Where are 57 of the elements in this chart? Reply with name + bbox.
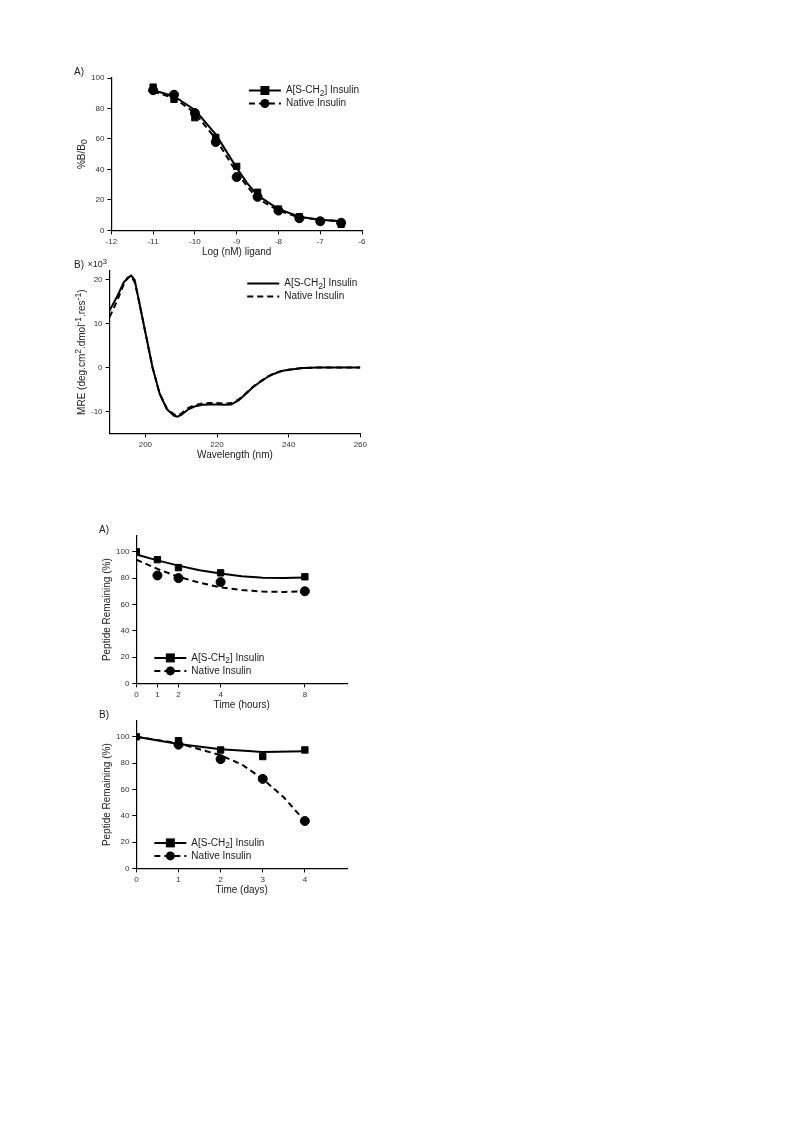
- x-tick-label: -6: [358, 237, 367, 247]
- y-tick-label: 60: [120, 599, 130, 609]
- x-tick-label: -12: [105, 237, 118, 247]
- y-tick-label: 10: [93, 318, 104, 328]
- y-axis-title: Peptide Remaining (%): [100, 743, 112, 847]
- y-tick-label: 80: [120, 573, 130, 583]
- legend-label: Native Insulin: [285, 97, 346, 109]
- x-axis-title: Time (hours): [213, 698, 270, 710]
- chart-title: A): [99, 523, 109, 535]
- y-tick-label: 80: [95, 103, 105, 113]
- y-tick-label: 100: [115, 732, 130, 741]
- x-tick-label: -9: [233, 237, 241, 247]
- x-tick-label: 4: [302, 875, 308, 885]
- legend-label: Native Insulin: [191, 664, 252, 676]
- x-tick-label: 3: [260, 875, 266, 885]
- y-tick-label: 20: [120, 652, 130, 662]
- x-tick-label: 200: [138, 440, 153, 450]
- y-tick-label: 80: [120, 758, 130, 768]
- chart-title: B): [74, 258, 84, 270]
- y-tick-label: 20: [120, 837, 130, 847]
- y-tick-label: 100: [90, 73, 105, 83]
- y-tick-label: 0: [124, 678, 130, 688]
- y-tick-label: 0: [98, 362, 104, 372]
- y-tick-label: 60: [120, 784, 130, 794]
- y-tick-label: 0: [124, 863, 130, 873]
- x-tick-label: -11: [147, 237, 160, 247]
- legend-label: Native Insulin: [191, 849, 252, 861]
- x-axis-title: Time (days): [215, 883, 268, 895]
- x-tick-label: 0: [134, 875, 140, 885]
- x-tick-label: 8: [302, 690, 308, 700]
- x-tick-label: 4: [218, 690, 224, 700]
- x-tick-label: -10: [189, 237, 202, 247]
- y-tick-label: 40: [95, 164, 105, 174]
- y-tick-label: 20: [93, 274, 104, 284]
- x-tick-label: 2: [218, 875, 224, 885]
- x-tick-label: 260: [353, 440, 368, 450]
- x-tick-label: 220: [210, 440, 225, 450]
- chart-title: B): [99, 708, 109, 720]
- x-axis-title: Wavelength (nm): [197, 448, 273, 460]
- y-tick-label: 60: [95, 134, 105, 144]
- y-tick-label: 100: [115, 547, 130, 556]
- x-axis-title: Log (nM) ligand: [201, 245, 272, 257]
- x-tick-label: -8: [274, 237, 283, 247]
- y-axis-title: Peptide Remaining (%): [100, 558, 112, 662]
- y-tick-label: 40: [120, 810, 130, 820]
- y-tick-label: 20: [95, 195, 105, 205]
- x-tick-label: 240: [282, 440, 296, 450]
- y-tick-label: -10: [91, 406, 104, 416]
- x-tick-label: -7: [316, 237, 325, 247]
- y-tick-label: 0: [99, 225, 105, 235]
- y-tick-label: 40: [120, 625, 130, 635]
- x-tick-label: 2: [176, 690, 182, 700]
- x-tick-label: 1: [155, 690, 161, 700]
- x-tick-label: 1: [176, 875, 182, 885]
- x-tick-label: 0: [134, 690, 140, 700]
- chart-title: A): [74, 65, 84, 77]
- legend-label: Native Insulin: [284, 290, 345, 302]
